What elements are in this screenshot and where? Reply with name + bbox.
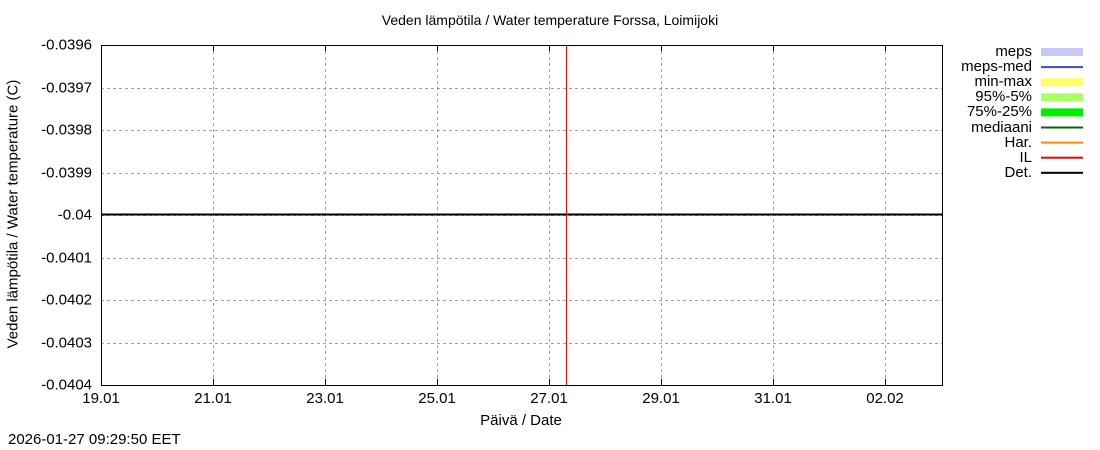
x-tick-label: 23.01 [306,390,344,407]
legend-label: min-max [974,73,1032,91]
x-tick-label: 27.01 [530,390,568,407]
legend-swatch [1041,171,1083,174]
y-tick-label: -0.0397 [41,79,92,96]
y-tick-label: -0.0404 [41,376,92,394]
y-tick-label: -0.0398 [41,121,92,139]
legend-label: meps [995,43,1032,60]
x-tick-label: 31.01 [754,390,792,407]
legend-swatch [1041,141,1083,144]
x-tick-label: 25.01 [418,390,456,407]
legend-swatch [1041,66,1083,69]
legend-label: mediaani [971,118,1032,136]
y-tick-label: -0.0401 [41,249,92,266]
legend-label: Det. [1004,163,1032,181]
x-axis-label: Päivä / Date [480,412,562,429]
legend-swatch [1041,93,1083,102]
y-tick-label: -0.0396 [41,36,92,54]
chart-title: Veden lämpötila / Water temperature Fors… [381,12,719,28]
legend-swatch [1041,126,1083,129]
y-tick-label: -0.0399 [41,164,92,181]
timestamp: 2026-01-27 09:29:50 EET [8,431,181,448]
legend-label: meps-med [961,58,1032,76]
legend-swatch [1041,156,1083,159]
legend-swatch [1041,108,1083,117]
x-tick-label: 29.01 [642,390,680,407]
y-tick-label: -0.0402 [41,291,92,309]
legend-swatch [1041,78,1083,87]
x-tick-label: 02.02 [866,390,904,407]
y-tick-label: -0.04 [57,206,92,224]
legend-label: Har. [1004,133,1032,151]
legend-label: 75%-25% [966,103,1032,121]
legend-label: IL [1019,148,1032,166]
y-tick-label: -0.0403 [41,334,92,351]
legend-label: 95%-5% [975,88,1032,106]
x-tick-label: 21.01 [194,390,232,407]
legend-swatch [1041,48,1083,56]
x-tick-label: 19.01 [82,390,120,407]
